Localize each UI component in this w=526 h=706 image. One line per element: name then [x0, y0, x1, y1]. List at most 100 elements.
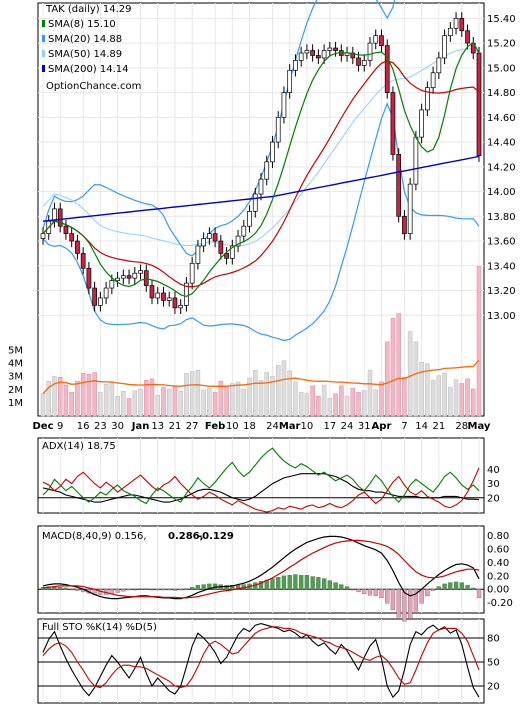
macd-histogram-bar [58, 587, 63, 590]
macd-histogram-bar [356, 589, 361, 593]
macd-histogram-bar [281, 575, 287, 590]
macd-histogram-bar [465, 585, 470, 590]
candle-body [57, 208, 63, 227]
candle-body [195, 245, 201, 264]
candle-body [218, 240, 224, 254]
macd-histogram-bar [235, 585, 241, 590]
volume-bar [465, 378, 470, 417]
macd-histogram-bar [172, 589, 178, 591]
candle-body [430, 72, 436, 88]
candle-body [252, 193, 258, 212]
candle-body [384, 45, 390, 93]
macd-histogram-bar [344, 586, 350, 590]
volume-bar [212, 391, 218, 417]
x-tick-label: 7 [401, 421, 407, 432]
volume-bar [75, 380, 80, 417]
macd-histogram-bar [396, 589, 401, 618]
macd-histogram-bar [373, 589, 378, 597]
volume-bar [109, 382, 115, 417]
volume-bar [281, 360, 287, 417]
volume-tick-label: 4M [8, 359, 23, 370]
volume-bar [144, 380, 149, 417]
candle-body [98, 297, 103, 306]
candle-body [235, 235, 241, 247]
volume-bar [275, 365, 281, 417]
volume-bar [207, 387, 212, 417]
volume-tick-label: 5M [8, 345, 23, 356]
candle-body [201, 238, 206, 247]
volume-bar [407, 331, 413, 417]
x-tick-label: 10 [301, 421, 314, 432]
x-tick-label: 24 [341, 421, 354, 432]
candle-body [224, 253, 229, 259]
candle-body [396, 154, 402, 217]
legend-swatch-sma8 [42, 20, 45, 27]
macd-series-line [42, 539, 480, 599]
macd-hist-value: -0.129 [198, 531, 234, 542]
candle-body [270, 141, 275, 163]
candle-body [40, 233, 46, 239]
x-tick-label: 18 [243, 421, 256, 432]
volume-bar [350, 387, 356, 417]
candle-body [304, 50, 310, 54]
volume-bar [46, 380, 51, 417]
y-tick-label: 15.40 [487, 14, 516, 25]
volume-bar [201, 389, 206, 417]
sma20-red-line [42, 60, 480, 288]
volume-bar [298, 391, 304, 417]
price-title: TAK (daily) 14.29 [45, 4, 131, 15]
candle-body [115, 277, 120, 281]
indicator-tick-label: 20 [487, 493, 500, 504]
candle-body [275, 116, 281, 143]
volume-bar [92, 372, 97, 417]
volume-bar [241, 388, 247, 417]
candle-body [132, 272, 138, 279]
indicator-tick-label: 50 [487, 658, 500, 669]
x-tick-label: 10 [226, 421, 239, 432]
volume-bar [362, 390, 367, 417]
volume-tick-label: 1M [8, 398, 23, 409]
y-tick-label: 15.20 [487, 39, 516, 50]
macd-histogram-bar [161, 589, 166, 591]
macd-histogram-bar [304, 575, 310, 590]
candle-body [92, 287, 97, 306]
macd-histogram-bar [471, 587, 476, 590]
volume-bar [80, 373, 86, 417]
x-tick-label: Jan [131, 421, 150, 432]
macd-histogram-bar [293, 574, 298, 590]
candle-body [419, 109, 424, 138]
macd-histogram-bar [287, 575, 292, 590]
candle-body [287, 69, 293, 93]
candle-body [229, 245, 235, 259]
volume-bar [327, 398, 333, 417]
candle-body [69, 233, 75, 242]
x-tick-label: 16 [77, 421, 90, 432]
y-tick-label: 13.00 [487, 311, 516, 322]
volume-bar [321, 384, 327, 417]
adx-title: ADX(14) 18.75 [42, 441, 116, 452]
candle-body [327, 47, 333, 51]
candle-body [126, 275, 132, 279]
volume-bar [390, 317, 396, 417]
sma200-line [42, 155, 480, 222]
volume-bar [453, 379, 459, 417]
macd-series-line [42, 535, 480, 600]
x-tick-label: 28 [455, 421, 468, 432]
watermark: OptionChance.com [46, 81, 141, 92]
macd-histogram-bar [126, 589, 132, 591]
volume-bar [155, 395, 160, 417]
candle-body [447, 27, 453, 37]
candle-body [442, 35, 447, 59]
candle-body [298, 52, 304, 61]
candle-body [361, 60, 367, 66]
macd-histogram-bar [115, 589, 120, 593]
y-tick-label: 14.20 [487, 162, 516, 173]
volume-bar [287, 370, 292, 417]
x-tick-label: 30 [111, 421, 124, 432]
legend-swatch-sma50 [42, 50, 45, 57]
candle-body [207, 233, 212, 239]
x-tick-label: Mar [279, 421, 301, 432]
indicator-tick-label: -0.20 [487, 598, 513, 609]
indicator-tick-label: 40 [487, 465, 500, 476]
macd-histogram-bar [149, 589, 155, 591]
